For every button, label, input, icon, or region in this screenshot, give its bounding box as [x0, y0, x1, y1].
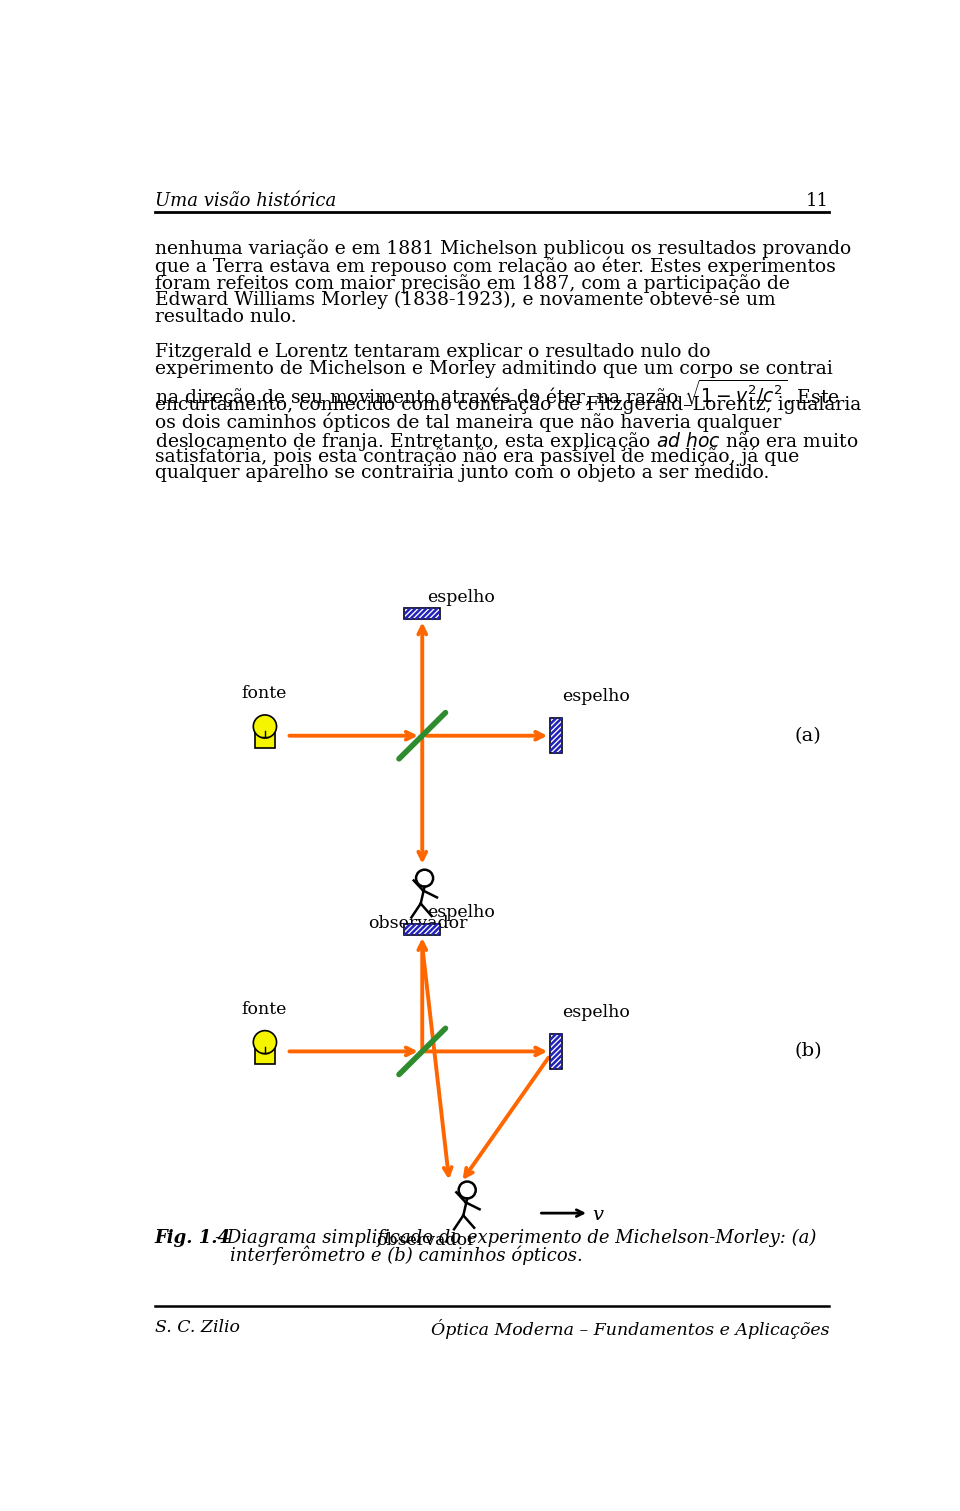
Text: 11: 11 — [806, 192, 829, 210]
Bar — [404, 923, 440, 935]
Text: espelho: espelho — [563, 1003, 631, 1020]
Text: foram refeitos com maior precisão em 1887, com a participação de: foram refeitos com maior precisão em 188… — [155, 273, 790, 293]
Text: fonte: fonte — [242, 1000, 287, 1017]
Text: nenhuma variação e em 1881 Michelson publicou os resultados provando: nenhuma variação e em 1881 Michelson pub… — [155, 239, 852, 258]
Text: interferômetro e (b) caminhos ópticos.: interferômetro e (b) caminhos ópticos. — [230, 1247, 583, 1265]
Text: S. C. Zilio: S. C. Zilio — [155, 1319, 240, 1336]
Text: os dois caminhos ópticos de tal maneira que não haveria qualquer: os dois caminhos ópticos de tal maneira … — [155, 413, 781, 432]
Text: na direção de seu movimento através do éter, na razão $\sqrt{1-v^2/c^2}$. Este: na direção de seu movimento através do é… — [155, 378, 840, 409]
Text: Fig. 1.4: Fig. 1.4 — [155, 1228, 230, 1247]
Text: qualquer aparelho se contrairia junto com o objeto a ser medido.: qualquer aparelho se contrairia junto co… — [155, 464, 769, 482]
Bar — [550, 1034, 562, 1070]
Text: Uma visão histórica: Uma visão histórica — [155, 192, 336, 210]
Text: v: v — [592, 1206, 604, 1224]
Text: resultado nulo.: resultado nulo. — [155, 308, 297, 326]
Text: que a Terra estava em repouso com relação ao éter. Estes experimentos: que a Terra estava em repouso com relaçã… — [155, 257, 836, 277]
Text: espelho: espelho — [563, 688, 631, 706]
Text: Fitzgerald e Lorentz tentaram explicar o resultado nulo do: Fitzgerald e Lorentz tentaram explicar o… — [155, 343, 710, 361]
Circle shape — [253, 1031, 276, 1053]
Bar — [550, 718, 562, 754]
Text: deslocamento de franja. Entretanto, esta explicação $\mathit{ad\ hoc}$ não era m: deslocamento de franja. Entretanto, esta… — [155, 429, 858, 453]
Text: fonte: fonte — [242, 684, 287, 701]
Text: (a): (a) — [794, 727, 821, 745]
Circle shape — [253, 715, 276, 737]
Text: espelho: espelho — [427, 904, 494, 922]
Text: encurtamento, conhecido como contração de Fitzgerald–Lorentz, igualaria: encurtamento, conhecido como contração d… — [155, 394, 861, 414]
Text: - Diagrama simplificado do experimento de Michelson-Morley: (a): - Diagrama simplificado do experimento d… — [214, 1228, 816, 1247]
Bar — [254, 724, 275, 748]
Text: experimento de Michelson e Morley admitindo que um corpo se contrai: experimento de Michelson e Morley admiti… — [155, 360, 832, 378]
Bar — [254, 1040, 275, 1064]
Text: observador: observador — [368, 916, 468, 932]
Text: Óptica Moderna – Fundamentos e Aplicações: Óptica Moderna – Fundamentos e Aplicaçõe… — [431, 1319, 829, 1339]
Text: (b): (b) — [794, 1043, 822, 1061]
Text: satisfatória, pois esta contração não era passível de medição, já que: satisfatória, pois esta contração não er… — [155, 447, 799, 467]
Text: Edward Williams Morley (1838-1923), e novamente obteve-se um: Edward Williams Morley (1838-1923), e no… — [155, 292, 776, 310]
Bar — [404, 607, 440, 620]
Text: espelho: espelho — [427, 589, 494, 606]
Text: observador: observador — [375, 1233, 475, 1250]
